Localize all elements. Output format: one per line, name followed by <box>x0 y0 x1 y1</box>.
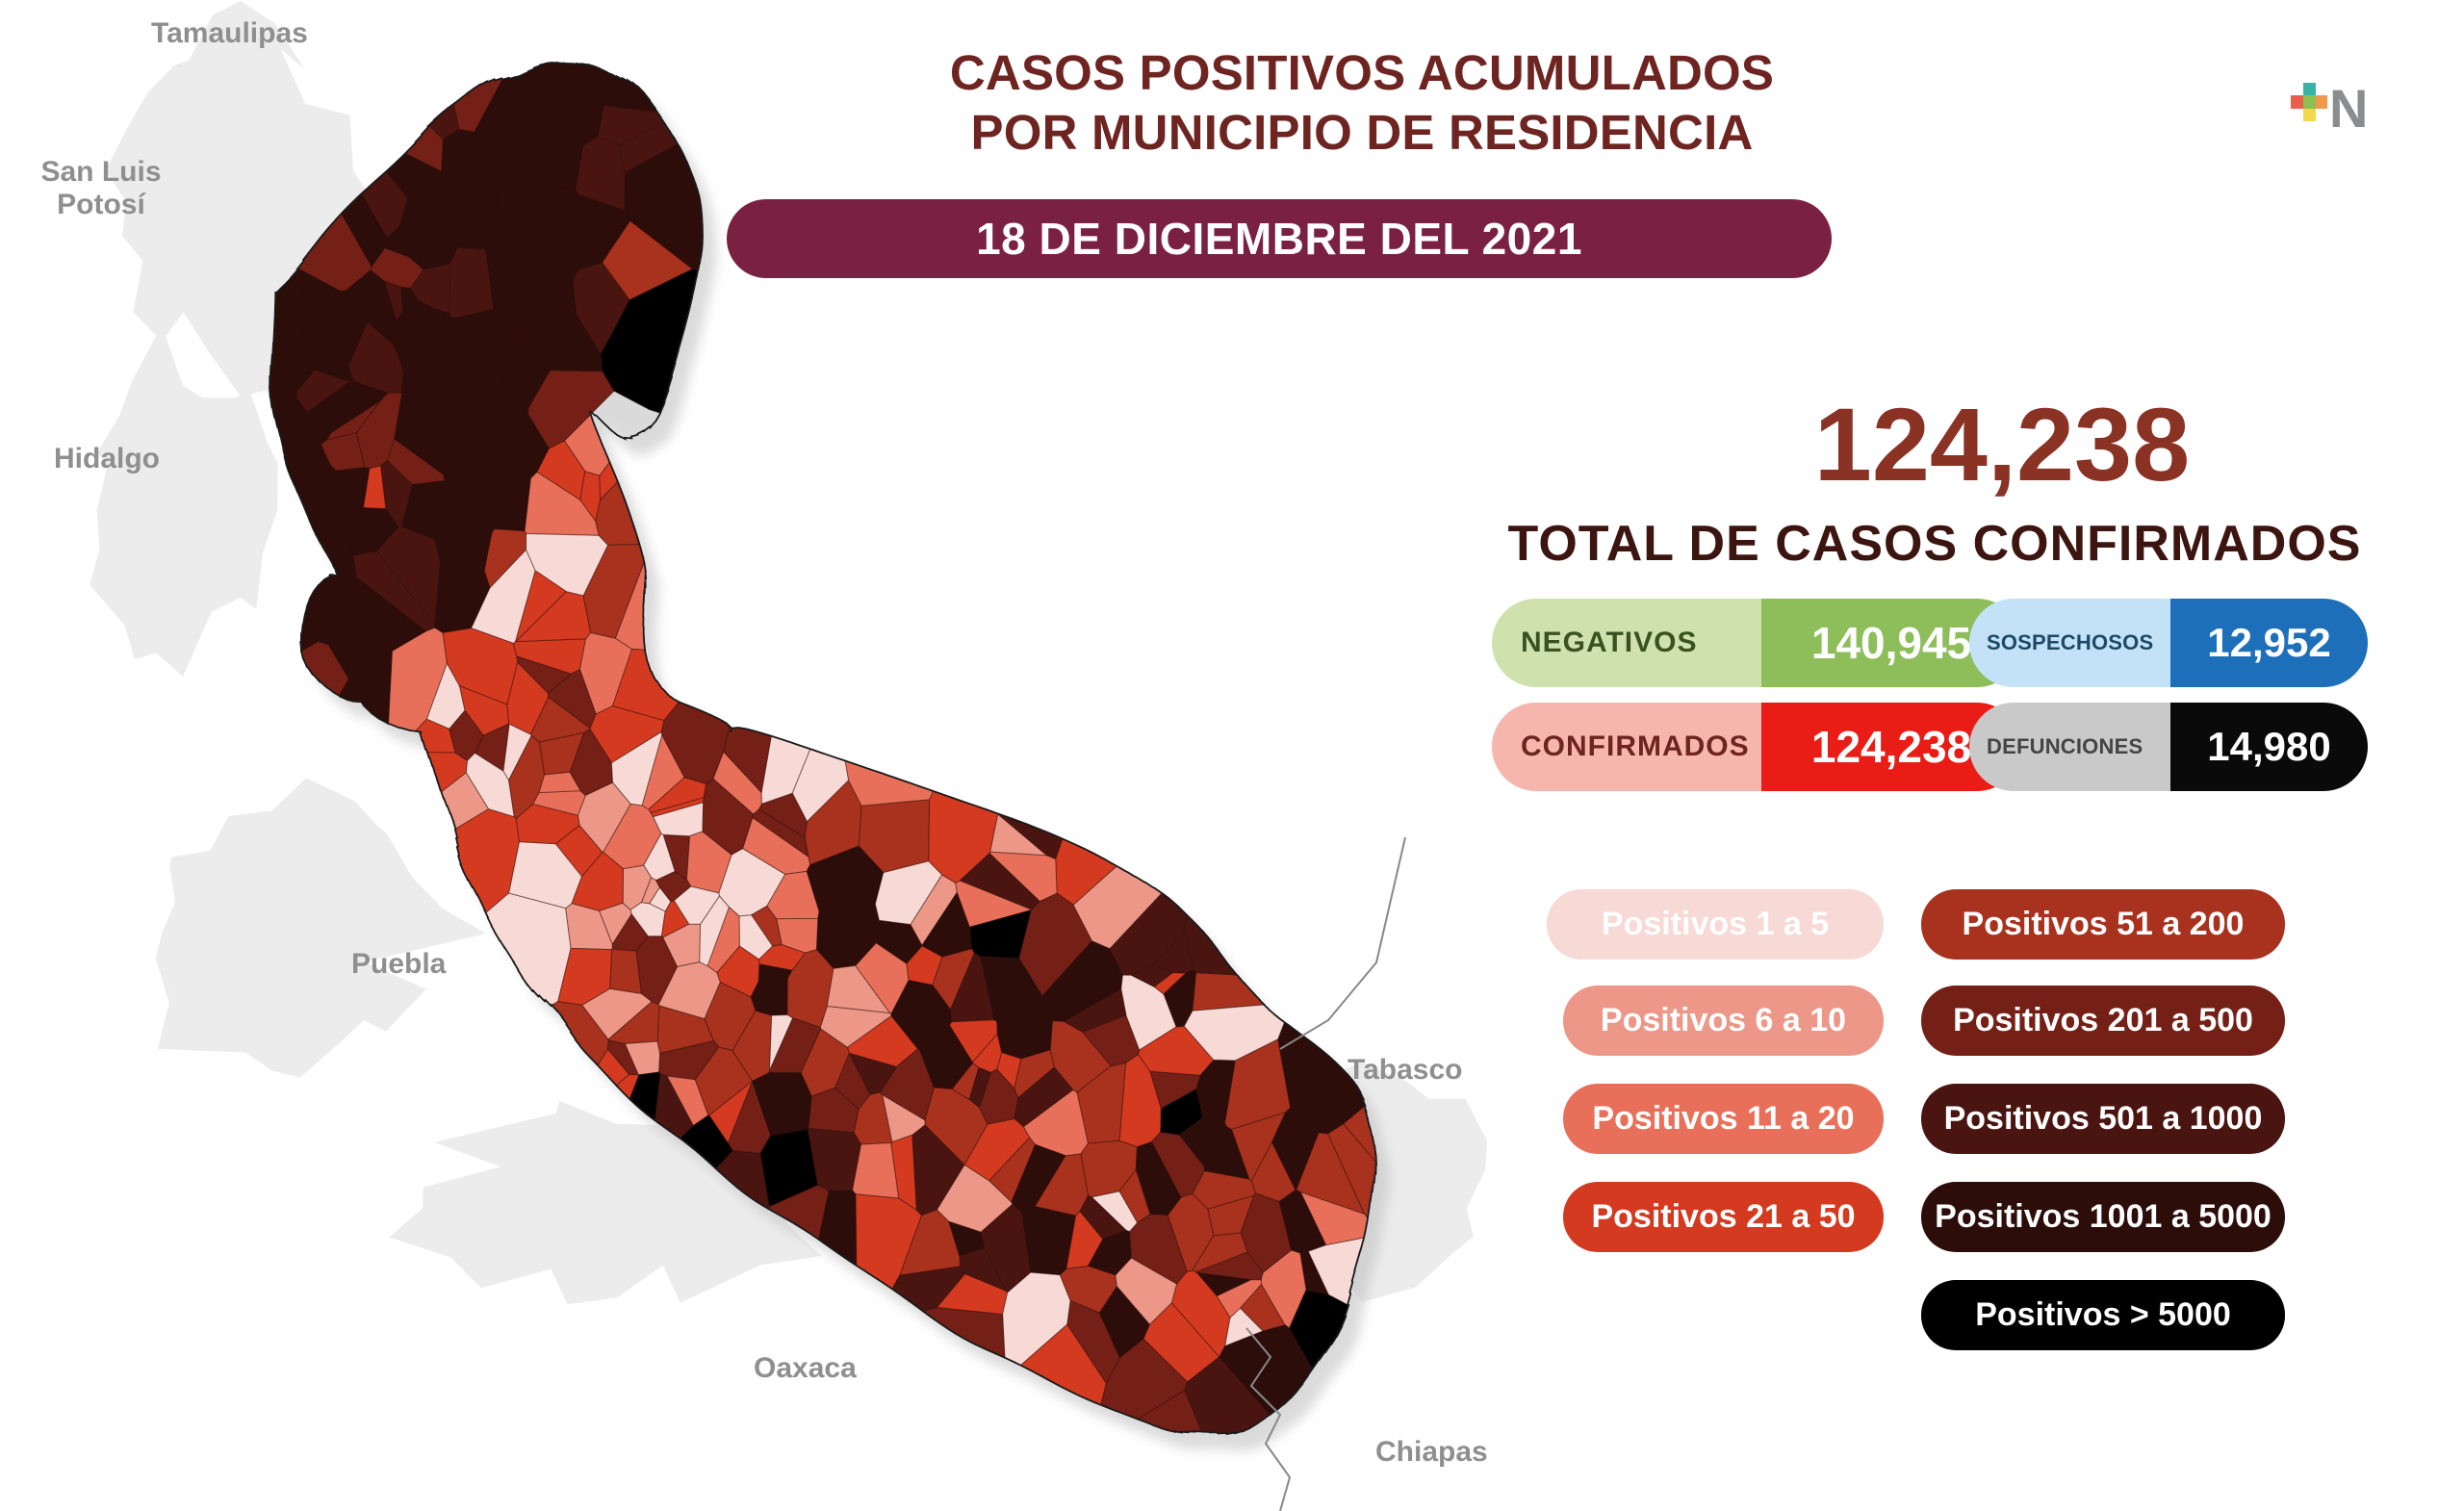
svg-text:N: N <box>2329 83 2368 139</box>
